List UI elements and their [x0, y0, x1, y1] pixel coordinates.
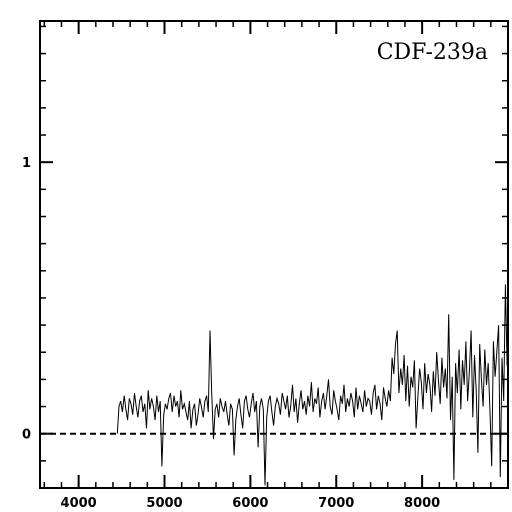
spectrum-series-line — [116, 284, 508, 486]
y-tick-labels: 01 — [22, 156, 31, 443]
x-tick-label: 8000 — [404, 496, 440, 511]
x-tick-label: 6000 — [232, 496, 268, 511]
y-tick-label: 0 — [22, 428, 31, 443]
x-tick-label: 5000 — [146, 496, 182, 511]
chart-title: CDF-239a — [377, 40, 488, 65]
x-tick-label: 7000 — [318, 496, 354, 511]
x-tick-labels: 4000 5000 6000 7000 8000 — [61, 496, 441, 511]
x-tick-label: 4000 — [61, 496, 97, 511]
y-tick-label: 1 — [22, 156, 31, 171]
minor-ticks — [40, 21, 509, 489]
plot-frame — [39, 20, 509, 489]
